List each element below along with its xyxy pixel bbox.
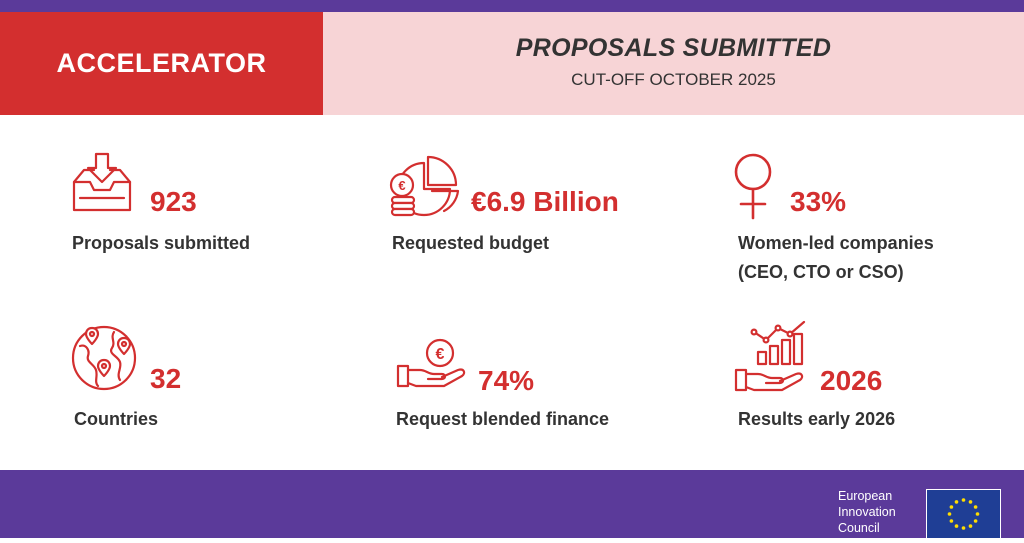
title-banner: PROPOSALS SUBMITTED CUT-OFF OCTOBER 2025 <box>323 12 1024 115</box>
top-accent-bar <box>0 0 1024 12</box>
stat-label: Results early 2026 <box>738 409 896 429</box>
program-banner: ACCELERATOR <box>0 12 323 115</box>
eu-stars-icon <box>947 498 980 530</box>
footer-bar: European Innovation Council <box>0 470 1024 539</box>
hand-growth-chart-icon <box>734 320 806 392</box>
stat-label: Requested budget <box>392 233 550 253</box>
stat-label: Proposals submitted <box>72 233 251 253</box>
stat-label: Women-led companies <box>738 233 934 253</box>
hand-euro-coin-icon: € <box>396 338 466 388</box>
pie-chart-coins-icon: € <box>389 155 460 217</box>
svg-text:€: € <box>398 178 405 193</box>
stat-value: 923 <box>150 186 197 217</box>
stat-value: 74% <box>478 365 535 396</box>
stat-label: Request blended finance <box>396 409 610 429</box>
stat-value: 33% <box>790 186 847 217</box>
eic-line-2: Innovation <box>838 505 896 519</box>
stat-label: Countries <box>74 409 159 429</box>
eic-logo-text: European Innovation Council <box>838 488 918 536</box>
stat-label-secondary: (CEO, CTO or CSO) <box>738 262 904 282</box>
eic-line-3: Council <box>838 521 880 535</box>
page-title: PROPOSALS SUBMITTED <box>515 34 832 62</box>
program-name: ACCELERATOR <box>56 48 267 78</box>
female-symbol-icon <box>734 153 772 220</box>
inbox-download-icon <box>72 152 132 212</box>
stat-value: 2026 <box>820 365 883 396</box>
globe-pins-icon <box>71 325 137 391</box>
eu-flag-icon <box>926 489 1001 539</box>
page-subtitle: CUT-OFF OCTOBER 2025 <box>571 70 776 89</box>
eic-line-1: European <box>838 489 893 503</box>
stat-value: €6.9 Billion <box>471 186 619 217</box>
svg-text:€: € <box>436 346 445 363</box>
stat-value: 32 <box>150 363 182 394</box>
